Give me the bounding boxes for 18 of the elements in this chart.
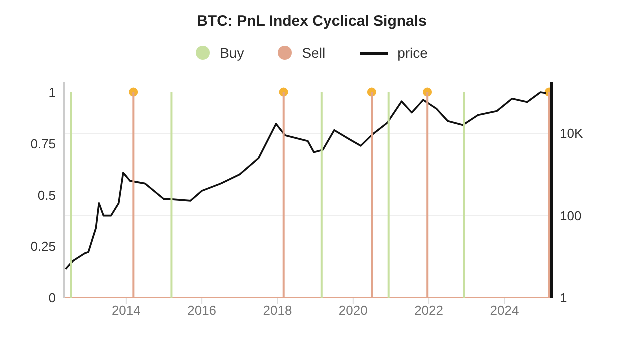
x-tick-label: 2020 [338, 303, 368, 318]
y-tick-label: 1 [48, 84, 56, 100]
y-tick-label: 0 [48, 290, 56, 306]
x-tick-label: 2024 [490, 303, 520, 318]
y2-tick-label: 10K [560, 126, 584, 142]
y2-tick-label: 100 [560, 208, 582, 224]
legend-label: price [398, 45, 428, 61]
x-tick-label: 2014 [112, 303, 141, 318]
x-tick-label: 2018 [263, 303, 292, 318]
legend-label: Buy [220, 45, 244, 61]
y-tick-label: 0.5 [38, 188, 56, 203]
y2-tick-label: 1 [560, 290, 568, 306]
chart-title: BTC: PnL Index Cyclical Signals [196, 12, 428, 32]
y-tick-label: 0.25 [30, 239, 56, 254]
legend-label: Sell [302, 45, 326, 61]
x-tick-label: 2016 [188, 303, 217, 318]
y-tick-label: 0.75 [30, 136, 56, 152]
x-tick-label: 2022 [414, 303, 444, 318]
